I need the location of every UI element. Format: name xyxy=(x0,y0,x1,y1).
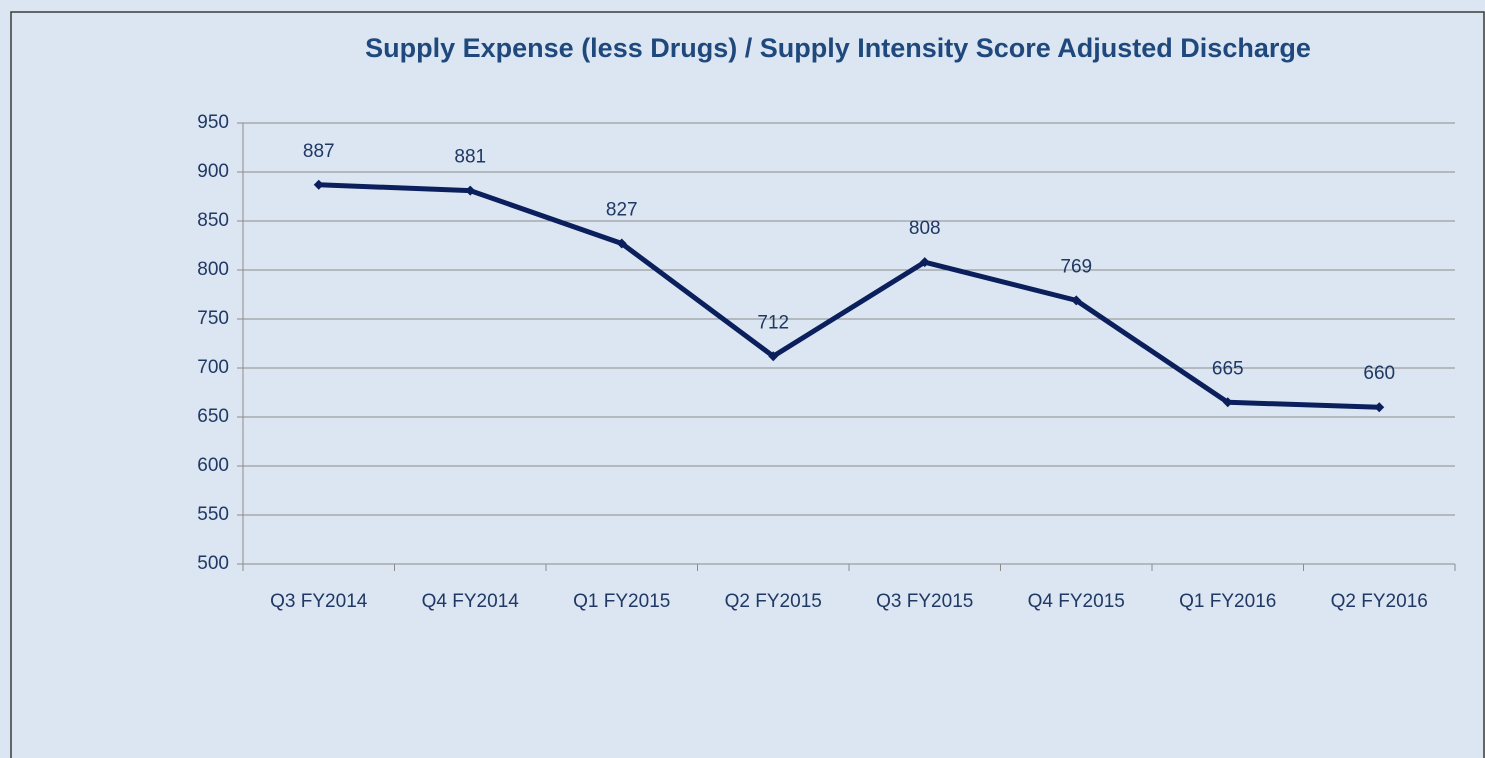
data-label: 660 xyxy=(1363,363,1395,384)
y-tick-label: 550 xyxy=(197,504,229,525)
marker xyxy=(1071,295,1082,306)
y-tick-label: 750 xyxy=(197,308,229,329)
y-tick-label: 950 xyxy=(197,112,229,133)
x-tick-label: Q4 FY2014 xyxy=(422,591,520,612)
marker xyxy=(1374,402,1385,413)
data-label: 808 xyxy=(909,218,941,239)
data-label: 827 xyxy=(606,200,638,221)
data-label: 665 xyxy=(1212,358,1244,379)
chart-title: Supply Expense (less Drugs) / Supply Int… xyxy=(365,33,1311,63)
data-label: 769 xyxy=(1060,256,1092,277)
data-label: 712 xyxy=(757,312,789,333)
x-tick-label: Q2 FY2016 xyxy=(1331,591,1428,612)
marker xyxy=(768,351,779,362)
x-tick-label: Q3 FY2015 xyxy=(876,591,973,612)
y-tick-label: 500 xyxy=(197,553,229,574)
y-tick-label: 700 xyxy=(197,357,229,378)
marker xyxy=(616,238,627,249)
y-tick-label: 900 xyxy=(197,161,229,182)
marker xyxy=(313,179,324,190)
x-tick-label: Q2 FY2015 xyxy=(725,591,822,612)
y-tick-label: 800 xyxy=(197,259,229,280)
line xyxy=(318,182,1380,410)
x-tick-label: Q1 FY2016 xyxy=(1179,591,1276,612)
data-label: 881 xyxy=(454,147,486,168)
x-tick-label: Q4 FY2015 xyxy=(1028,591,1125,612)
marker xyxy=(919,257,930,268)
marker xyxy=(465,185,476,196)
x-tick-label: Q1 FY2015 xyxy=(573,591,670,612)
y-tick-label: 850 xyxy=(197,210,229,231)
y-tick-label: 650 xyxy=(197,406,229,427)
y-tick-label: 600 xyxy=(197,455,229,476)
data-label: 887 xyxy=(303,141,335,162)
marker xyxy=(1222,397,1233,408)
chart-border xyxy=(10,11,1485,758)
x-tick-label: Q3 FY2014 xyxy=(270,591,368,612)
